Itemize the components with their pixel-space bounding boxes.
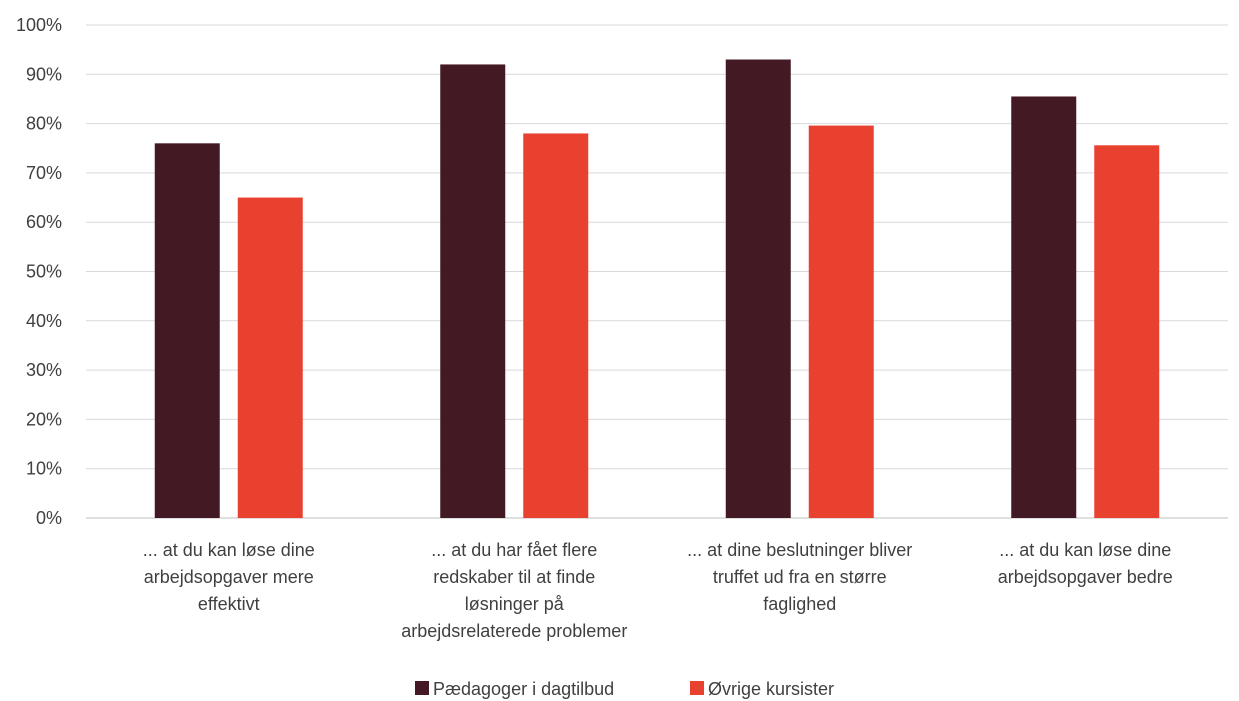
y-axis-ticks: 0% 10% 20% 30% 40% 50% 60% 70% 80% 90% 100% (16, 15, 62, 528)
legend-swatch (690, 681, 704, 695)
legend-label: Øvrige kursister (708, 679, 834, 699)
bar-oevrige-2 (523, 133, 589, 518)
y-tick-label: 10% (26, 459, 62, 479)
bar-paedagoger-4 (1011, 96, 1077, 519)
legend-label: Pædagoger i dagtilbud (433, 679, 614, 699)
y-tick-label: 30% (26, 360, 62, 380)
bar-paedagoger-2 (440, 64, 506, 518)
y-tick-label: 80% (26, 114, 62, 134)
bar-paedagoger-1 (154, 143, 220, 518)
x-category-label: ... at du har fået flere redskaber til at… (401, 540, 627, 641)
bar-paedagoger-3 (725, 59, 791, 518)
y-tick-label: 100% (16, 15, 62, 35)
bar-oevrige-1 (237, 197, 303, 519)
y-tick-label: 70% (26, 163, 62, 183)
y-tick-label: 90% (26, 64, 62, 84)
x-category-label: ... at du kan løse dine arbejdsopgaver me… (143, 540, 315, 614)
bar-oevrige-3 (808, 125, 874, 519)
bars (154, 59, 1160, 519)
y-tick-label: 50% (26, 262, 62, 282)
y-tick-label: 20% (26, 409, 62, 429)
x-category-label: ... at dine beslutninger bliver truffet u… (687, 540, 912, 614)
y-tick-label: 0% (36, 508, 62, 528)
legend-swatch (415, 681, 429, 695)
x-category-label: ... at du kan løse dine arbejdsopgaver be… (998, 540, 1173, 587)
x-axis-labels: ... at du kan løse dine arbejdsopgaver me… (143, 540, 1173, 641)
y-tick-label: 60% (26, 212, 62, 232)
y-tick-label: 40% (26, 311, 62, 331)
legend: Pædagoger i dagtilbud Øvrige kursister (415, 679, 834, 699)
bar-oevrige-4 (1094, 145, 1160, 519)
